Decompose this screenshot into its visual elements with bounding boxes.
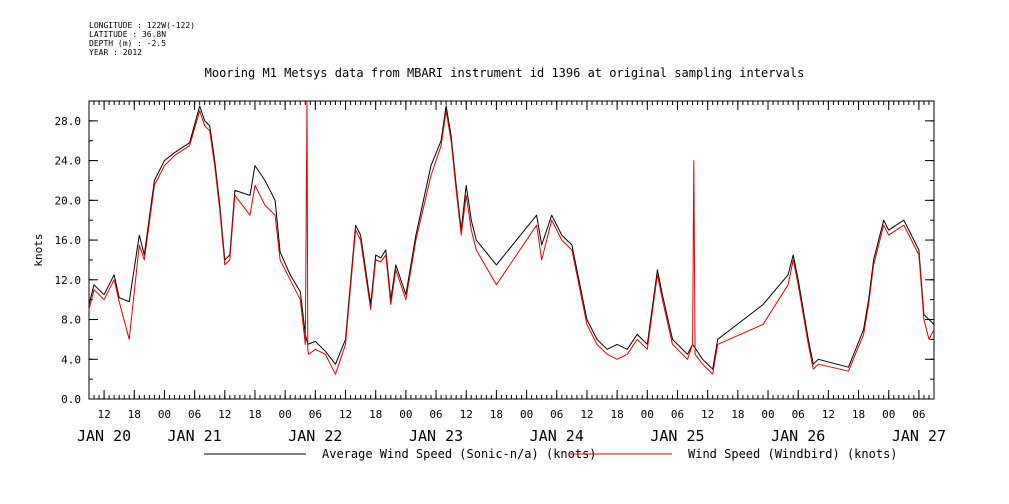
series-layer	[88, 100, 935, 375]
day-label: JAN 22	[288, 427, 342, 445]
day-label: JAN 21	[168, 427, 222, 445]
chart-title: Mooring M1 Metsys data from MBARI instru…	[204, 66, 805, 80]
x-axis: 12 18 00 06 12 18 00 06 12 18 00 06 12 18 00 06 12 18 00 06…	[97, 101, 926, 421]
latitude-label: LATITUDE : 36.8N	[89, 30, 167, 39]
series-average-wind-speed	[88, 105, 935, 370]
y-tick-label: 8.0	[61, 314, 81, 327]
x-tick-label: 18	[731, 408, 744, 421]
series-windbird-wind-speed	[88, 100, 935, 375]
x-tick-label: 00	[641, 408, 654, 421]
longitude-label: LONGITUDE : 122W(-122)	[89, 21, 195, 30]
y-tick-label: 24.0	[55, 155, 82, 168]
x-tick-label: 06	[429, 408, 442, 421]
x-tick-label: 12	[218, 408, 231, 421]
x-tick-label: 12	[460, 408, 473, 421]
x-tick-label: 18	[128, 408, 141, 421]
x-tick-label: 06	[912, 408, 925, 421]
legend-label-windbird: Wind Speed (Windbird) (knots)	[688, 447, 898, 461]
y-tick-label: 12.0	[55, 274, 82, 287]
day-label: JAN 26	[771, 427, 825, 445]
day-label: JAN 27	[892, 427, 946, 445]
y-tick-label: 0.0	[61, 393, 81, 406]
x-tick-label: 00	[279, 408, 292, 421]
legend: Average Wind Speed (Sonic-n/a) (knots) W…	[204, 447, 898, 461]
day-labels: JAN 20 JAN 21 JAN 22 JAN 23 JAN 24 JAN 25 JAN …	[77, 427, 946, 445]
x-tick-label: 12	[97, 408, 110, 421]
x-tick-label: 12	[822, 408, 835, 421]
x-tick-label: 18	[248, 408, 261, 421]
x-tick-label: 00	[882, 408, 895, 421]
x-tick-label: 06	[792, 408, 805, 421]
x-tick-label: 00	[761, 408, 774, 421]
station-metadata: LONGITUDE : 122W(-122) LATITUDE : 36.8N …	[89, 21, 195, 57]
day-label: JAN 20	[77, 427, 131, 445]
plot-frame	[88, 100, 935, 400]
x-tick-label: 18	[852, 408, 865, 421]
x-tick-label: 12	[701, 408, 714, 421]
y-axis: 0.0 4.0 8.0 12.0 16.0 20.0 24.0 28.0	[55, 115, 934, 406]
year-label: YEAR : 2012	[89, 48, 142, 57]
day-label: JAN 24	[530, 427, 584, 445]
x-tick-label: 06	[671, 408, 684, 421]
y-tick-label: 4.0	[61, 353, 81, 366]
x-tick-label: 00	[520, 408, 533, 421]
day-label: JAN 23	[409, 427, 463, 445]
x-tick-label: 18	[369, 408, 382, 421]
x-tick-label: 00	[399, 408, 412, 421]
y-tick-label: 20.0	[55, 194, 82, 207]
x-tick-label: 12	[339, 408, 352, 421]
x-tick-label: 12	[580, 408, 593, 421]
y-tick-label: 28.0	[55, 115, 82, 128]
x-tick-label: 18	[490, 408, 503, 421]
x-tick-label: 00	[158, 408, 171, 421]
x-tick-label: 06	[188, 408, 201, 421]
minor-ticks	[88, 100, 935, 400]
y-tick-label: 16.0	[55, 234, 82, 247]
x-tick-label: 06	[309, 408, 322, 421]
y-axis-label: knots	[32, 233, 45, 266]
depth-label: DEPTH (m) : -2.5	[89, 39, 167, 48]
legend-label-average: Average Wind Speed (Sonic-n/a) (knots)	[322, 447, 597, 461]
day-label: JAN 25	[650, 427, 704, 445]
x-tick-label: 06	[550, 408, 563, 421]
x-tick-label: 18	[611, 408, 624, 421]
